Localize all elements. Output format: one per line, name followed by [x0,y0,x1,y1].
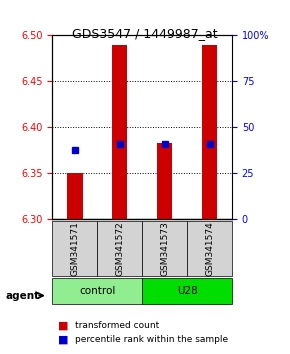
Text: ■: ■ [58,335,68,345]
Text: GSM341574: GSM341574 [205,221,214,276]
FancyBboxPatch shape [187,221,232,276]
FancyBboxPatch shape [52,278,142,304]
Text: GSM341573: GSM341573 [160,221,169,276]
Text: control: control [79,286,115,296]
FancyBboxPatch shape [142,221,187,276]
Bar [157,143,173,219]
FancyBboxPatch shape [97,221,142,276]
Text: GSM341571: GSM341571 [70,221,79,276]
Bar [112,45,128,219]
FancyBboxPatch shape [52,221,97,276]
Text: percentile rank within the sample: percentile rank within the sample [75,335,229,344]
Text: GDS3547 / 1449987_at: GDS3547 / 1449987_at [72,27,218,40]
Text: ■: ■ [58,321,68,331]
Text: transformed count: transformed count [75,321,160,330]
Bar [67,173,83,219]
Text: GSM341572: GSM341572 [115,221,124,276]
Bar [202,45,218,219]
Text: U28: U28 [177,286,197,296]
Text: agent: agent [6,291,40,301]
FancyBboxPatch shape [142,278,232,304]
